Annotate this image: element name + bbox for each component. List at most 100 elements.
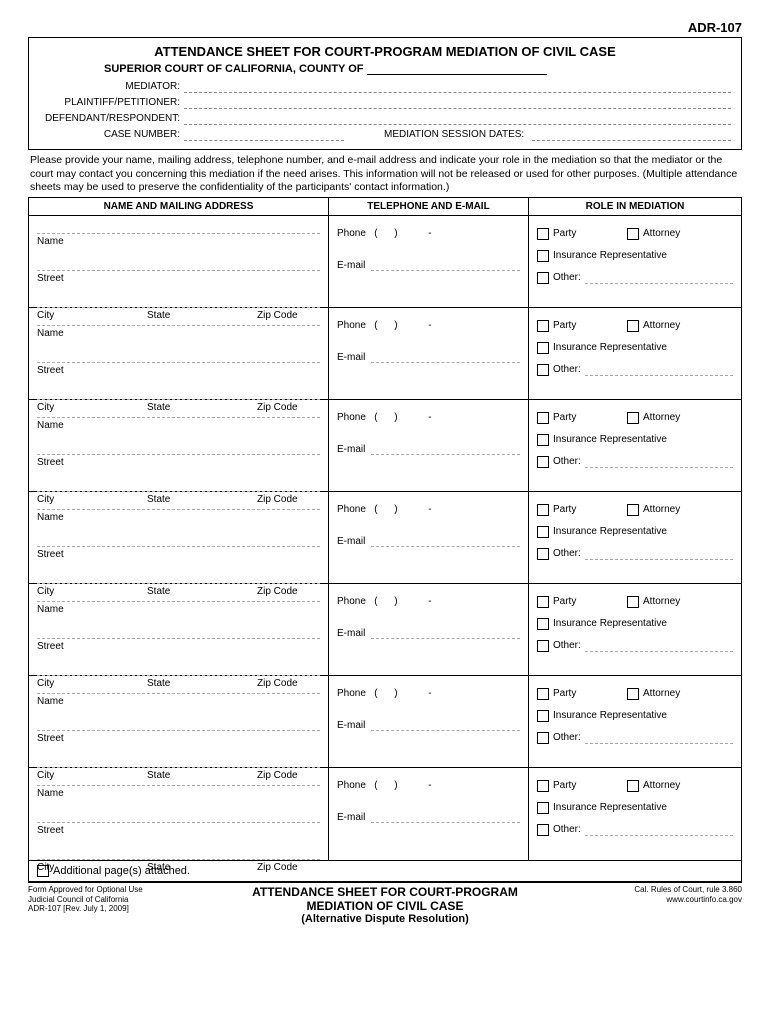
csz-input-line[interactable]: [37, 754, 320, 768]
attorney-checkbox[interactable]: [627, 320, 639, 332]
email-input-line[interactable]: [371, 627, 520, 639]
csz-input-line[interactable]: [37, 846, 320, 860]
insurance-checkbox[interactable]: [537, 710, 549, 722]
email-label: E-mail: [337, 536, 365, 547]
name-input-line[interactable]: [37, 404, 320, 418]
street-input-line[interactable]: [37, 349, 320, 363]
other-input-line[interactable]: [585, 364, 733, 376]
header-box: ATTENDANCE SHEET FOR COURT-PROGRAM MEDIA…: [28, 37, 742, 150]
other-checkbox[interactable]: [537, 732, 549, 744]
role-cell: Party Attorney Insurance Representative …: [529, 584, 741, 675]
attorney-checkbox[interactable]: [627, 228, 639, 240]
insurance-checkbox[interactable]: [537, 342, 549, 354]
attorney-checkbox[interactable]: [627, 412, 639, 424]
party-checkbox[interactable]: [537, 688, 549, 700]
footer-center-1: ATTENDANCE SHEET FOR COURT-PROGRAM: [188, 885, 582, 899]
party-label: Party: [553, 320, 576, 331]
party-checkbox[interactable]: [537, 228, 549, 240]
case-row: CASE NUMBER: MEDIATION SESSION DATES:: [39, 129, 731, 141]
role-cell: Party Attorney Insurance Representative …: [529, 768, 741, 860]
name-address-cell: Name Street City State Zip Code: [29, 676, 329, 767]
form-number: ADR-107: [28, 20, 742, 35]
other-checkbox[interactable]: [537, 272, 549, 284]
name-input-line[interactable]: [37, 588, 320, 602]
insurance-checkbox[interactable]: [537, 250, 549, 262]
table-row: Name Street City State Zip Code Phone ( …: [29, 308, 741, 400]
insurance-checkbox[interactable]: [537, 802, 549, 814]
phone-label: Phone: [337, 412, 366, 423]
footer-left-3: ADR-107 [Rev. July 1, 2009]: [28, 904, 188, 914]
csz-input-line[interactable]: [37, 386, 320, 400]
other-label: Other:: [553, 456, 581, 467]
other-input-line[interactable]: [585, 272, 733, 284]
phone-dash: -: [428, 780, 431, 791]
street-label: Street: [37, 733, 64, 744]
party-checkbox[interactable]: [537, 320, 549, 332]
attorney-checkbox[interactable]: [627, 780, 639, 792]
defendant-input[interactable]: [184, 113, 731, 125]
name-input-line[interactable]: [37, 680, 320, 694]
other-input-line[interactable]: [585, 732, 733, 744]
party-checkbox[interactable]: [537, 780, 549, 792]
email-input-line[interactable]: [371, 259, 520, 271]
table-row: Name Street City State Zip Code Phone ( …: [29, 492, 741, 584]
footer-left-2: Judicial Council of California: [28, 895, 188, 905]
name-input-line[interactable]: [37, 496, 320, 510]
email-input-line[interactable]: [371, 811, 520, 823]
insurance-checkbox[interactable]: [537, 526, 549, 538]
session-dates-input[interactable]: [532, 129, 731, 141]
street-input-line[interactable]: [37, 809, 320, 823]
other-input-line[interactable]: [585, 640, 733, 652]
attorney-label: Attorney: [643, 504, 680, 515]
street-input-line[interactable]: [37, 441, 320, 455]
email-input-line[interactable]: [371, 443, 520, 455]
other-checkbox[interactable]: [537, 640, 549, 652]
name-label: Name: [37, 236, 64, 247]
street-input-line[interactable]: [37, 257, 320, 271]
party-checkbox[interactable]: [537, 596, 549, 608]
attorney-label: Attorney: [643, 228, 680, 239]
csz-input-line[interactable]: [37, 294, 320, 308]
session-label: MEDIATION SESSION DATES:: [344, 129, 532, 141]
insurance-checkbox[interactable]: [537, 434, 549, 446]
county-input-line[interactable]: [367, 74, 547, 75]
party-checkbox[interactable]: [537, 412, 549, 424]
name-label: Name: [37, 788, 64, 799]
phone-paren-close: ): [394, 688, 397, 699]
name-input-line[interactable]: [37, 772, 320, 786]
street-input-line[interactable]: [37, 533, 320, 547]
name-address-cell: Name Street City State Zip Code: [29, 768, 329, 860]
phone-paren-close: ): [394, 320, 397, 331]
email-input-line[interactable]: [371, 535, 520, 547]
other-input-line[interactable]: [585, 456, 733, 468]
court-prefix: SUPERIOR COURT OF CALIFORNIA, COUNTY OF: [104, 63, 364, 75]
plaintiff-input[interactable]: [184, 97, 731, 109]
email-row: E-mail: [337, 535, 520, 547]
other-input-line[interactable]: [585, 548, 733, 560]
phone-email-cell: Phone ( ) - E-mail: [329, 308, 529, 399]
email-input-line[interactable]: [371, 719, 520, 731]
street-input-line[interactable]: [37, 625, 320, 639]
other-checkbox[interactable]: [537, 548, 549, 560]
other-input-line[interactable]: [585, 824, 733, 836]
table-row: Name Street City State Zip Code Phone ( …: [29, 676, 741, 768]
csz-input-line[interactable]: [37, 662, 320, 676]
case-number-input[interactable]: [184, 129, 344, 141]
insurance-checkbox[interactable]: [537, 618, 549, 630]
other-checkbox[interactable]: [537, 456, 549, 468]
street-input-line[interactable]: [37, 717, 320, 731]
party-checkbox[interactable]: [537, 504, 549, 516]
name-input-line[interactable]: [37, 312, 320, 326]
mediator-input[interactable]: [184, 81, 731, 93]
email-input-line[interactable]: [371, 351, 520, 363]
attorney-checkbox[interactable]: [627, 596, 639, 608]
other-checkbox[interactable]: [537, 364, 549, 376]
csz-input-line[interactable]: [37, 570, 320, 584]
attorney-checkbox[interactable]: [627, 504, 639, 516]
other-checkbox[interactable]: [537, 824, 549, 836]
csz-input-line[interactable]: [37, 478, 320, 492]
attorney-checkbox[interactable]: [627, 688, 639, 700]
email-label: E-mail: [337, 352, 365, 363]
email-row: E-mail: [337, 259, 520, 271]
name-input-line[interactable]: [37, 220, 320, 234]
